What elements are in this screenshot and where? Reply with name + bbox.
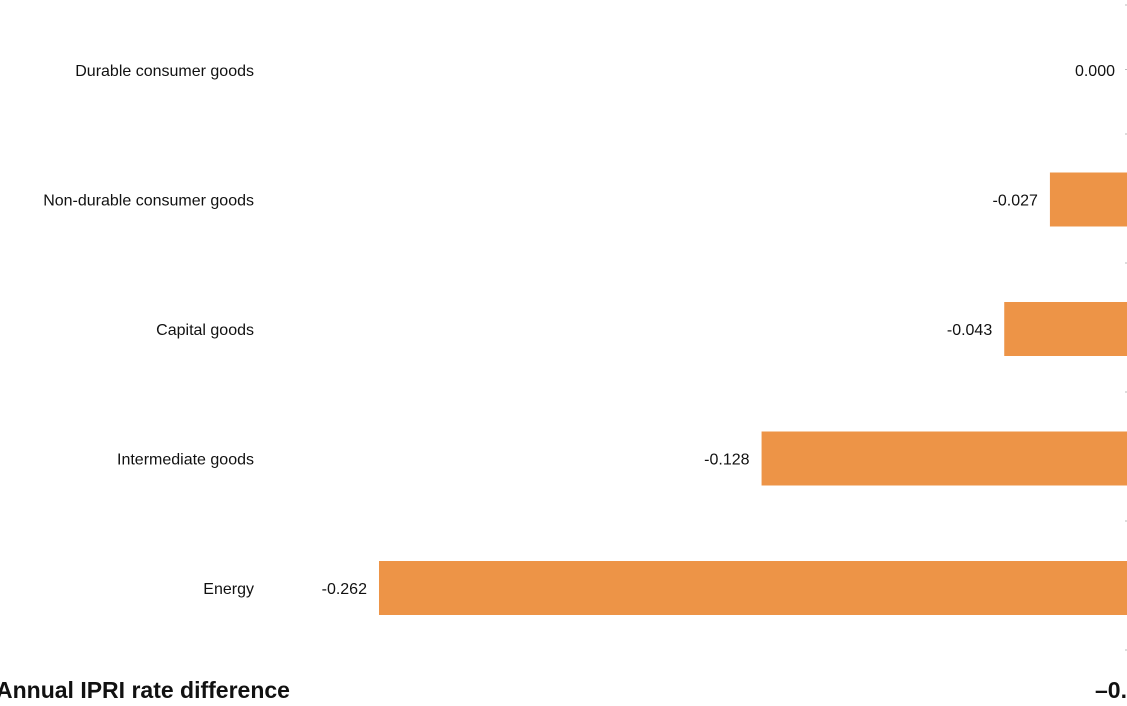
category-label: Capital goods bbox=[156, 322, 254, 339]
category-label: Durable consumer goods bbox=[75, 63, 254, 80]
category-label: Energy bbox=[203, 581, 254, 598]
x-axis-label: Annual IPRI rate difference bbox=[0, 677, 290, 703]
value-label: -0.262 bbox=[322, 581, 367, 598]
category-label: Intermediate goods bbox=[117, 452, 254, 469]
bar-non-durable-consumer-goods bbox=[1049, 172, 1127, 227]
value-label: -0.043 bbox=[947, 322, 992, 339]
bar-capital-goods bbox=[1004, 302, 1127, 356]
value-label: 0.000 bbox=[1075, 63, 1115, 80]
bar-energy bbox=[378, 561, 1127, 615]
category-label: Non-durable consumer goods bbox=[43, 193, 254, 210]
bar-intermediate-goods bbox=[761, 431, 1127, 486]
category-labels: Durable consumer goods Non-durable consum… bbox=[43, 63, 254, 598]
value-labels: 0.000 -0.027 -0.043 -0.128 -0.262 bbox=[322, 63, 1115, 598]
value-label: -0.027 bbox=[993, 193, 1038, 210]
value-label: -0.128 bbox=[704, 452, 749, 469]
x-tick-label: –0. bbox=[1095, 677, 1127, 703]
bars bbox=[378, 172, 1127, 615]
